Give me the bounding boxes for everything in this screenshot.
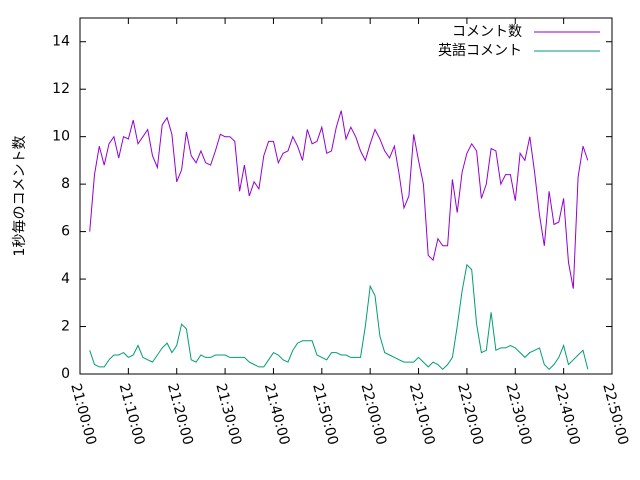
series-line (89, 110, 589, 289)
x-tick-label: 22:00:00 (357, 382, 389, 447)
x-tick-label: 22:50:00 (599, 382, 631, 447)
series-line (89, 263, 589, 371)
x-tick-label: 22:10:00 (406, 382, 438, 447)
x-tick-label: 21:40:00 (261, 382, 293, 447)
y-tick-label: 10 (52, 129, 70, 145)
y-tick-label: 8 (61, 176, 70, 192)
plot-border (79, 17, 613, 375)
x-tick-label: 21:10:00 (116, 382, 148, 447)
x-tick-label: 22:40:00 (551, 382, 583, 447)
y-tick-label: 2 (61, 319, 70, 335)
x-tick-label: 21:20:00 (164, 382, 196, 447)
y-tick-label: 14 (52, 34, 70, 50)
legend-label: 英語コメント (438, 42, 522, 59)
x-tick-label: 21:30:00 (212, 382, 244, 447)
x-tick-label: 21:00:00 (67, 382, 99, 447)
x-tick-label: 22:30:00 (503, 382, 535, 447)
x-tick-label: 21:50:00 (309, 382, 341, 447)
x-tick-label: 22:20:00 (454, 382, 486, 447)
y-tick-label: 6 (61, 224, 70, 240)
y-tick-label: 4 (61, 271, 70, 287)
y-tick-label: 0 (61, 366, 70, 382)
legend-label: コメント数 (452, 24, 522, 40)
y-tick-label: 12 (52, 81, 70, 97)
y-axis-label: 1秒毎のコメント数 (12, 136, 28, 257)
